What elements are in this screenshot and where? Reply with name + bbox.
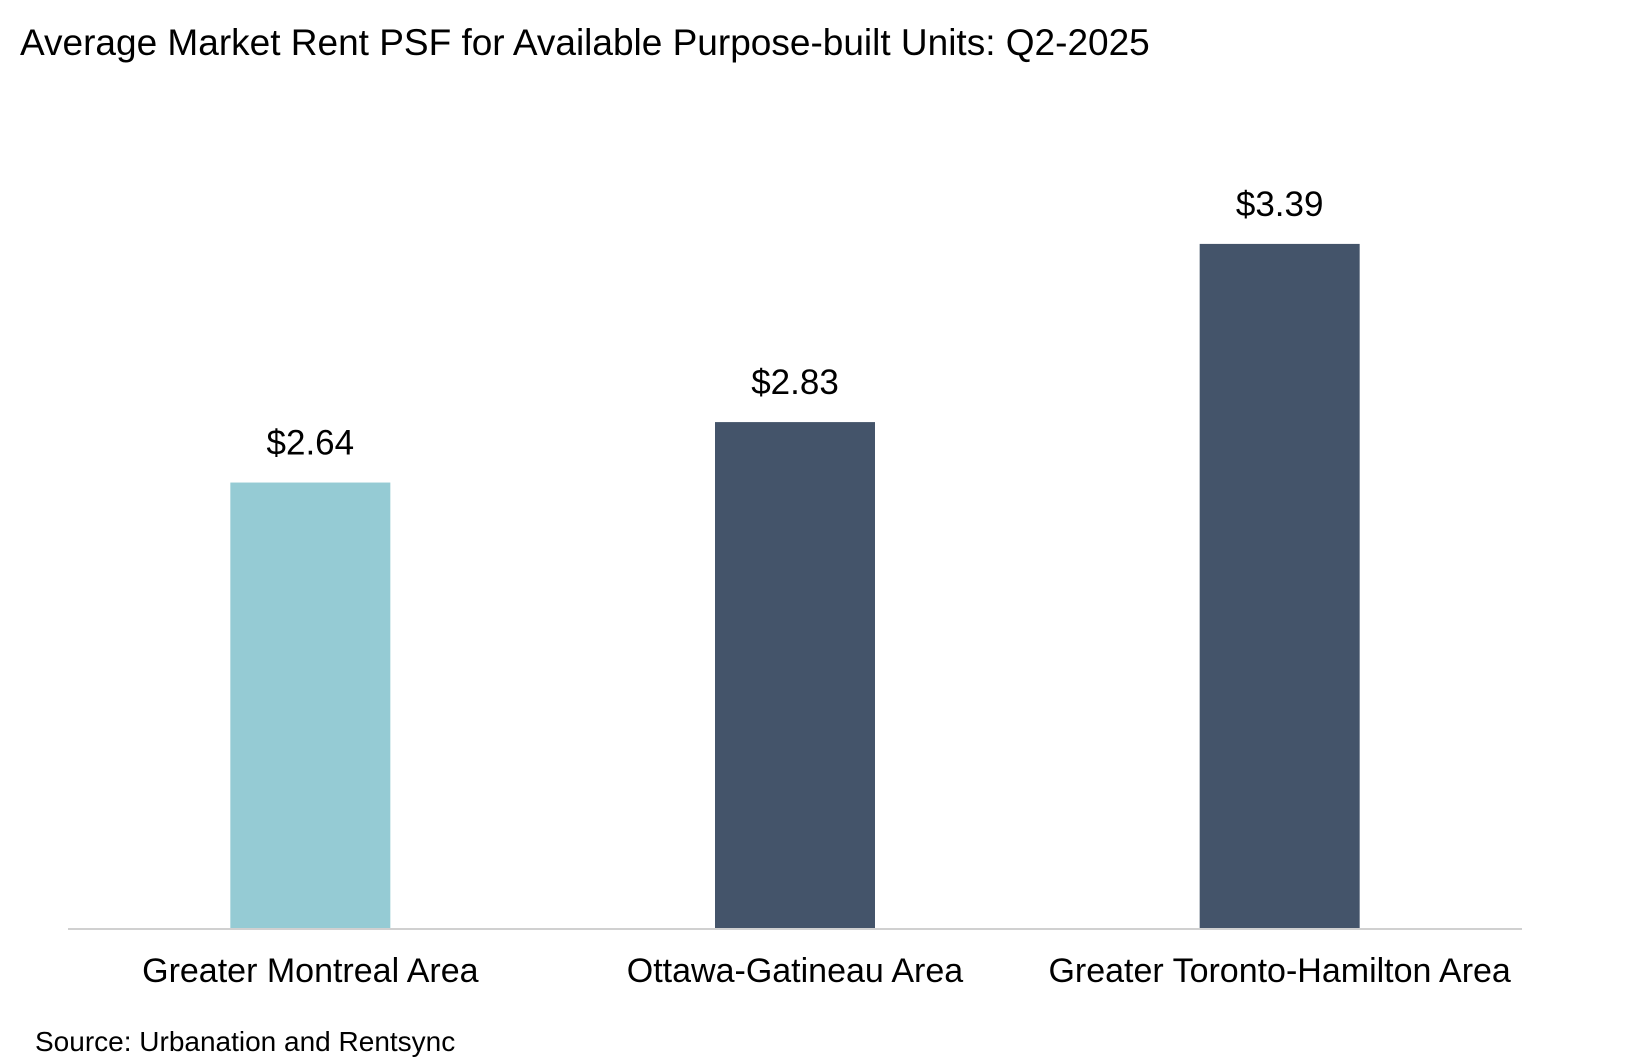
category-label-2: Ottawa-Gatineau Area [627, 952, 964, 990]
chart-title: Average Market Rent PSF for Available Pu… [20, 22, 1150, 63]
bar-1 [230, 482, 391, 928]
bar-2 [715, 422, 875, 928]
category-label-1: Greater Montreal Area [142, 952, 478, 990]
category-label-3: Greater Toronto-Hamilton Area [1048, 952, 1510, 990]
data-label-2: $2.83 [751, 363, 839, 402]
category-labels-layer: Greater Montreal Area Ottawa-Gatineau Are… [142, 952, 1511, 990]
bar-3 [1199, 243, 1360, 929]
source-note: Source: Urbanation and Rentsync [35, 1026, 456, 1057]
data-label-1: $2.64 [267, 424, 355, 463]
data-labels-layer: $2.64 $2.83 $3.39 [267, 185, 1324, 463]
bars-layer [230, 243, 1360, 929]
data-label-3: $3.39 [1236, 185, 1324, 224]
